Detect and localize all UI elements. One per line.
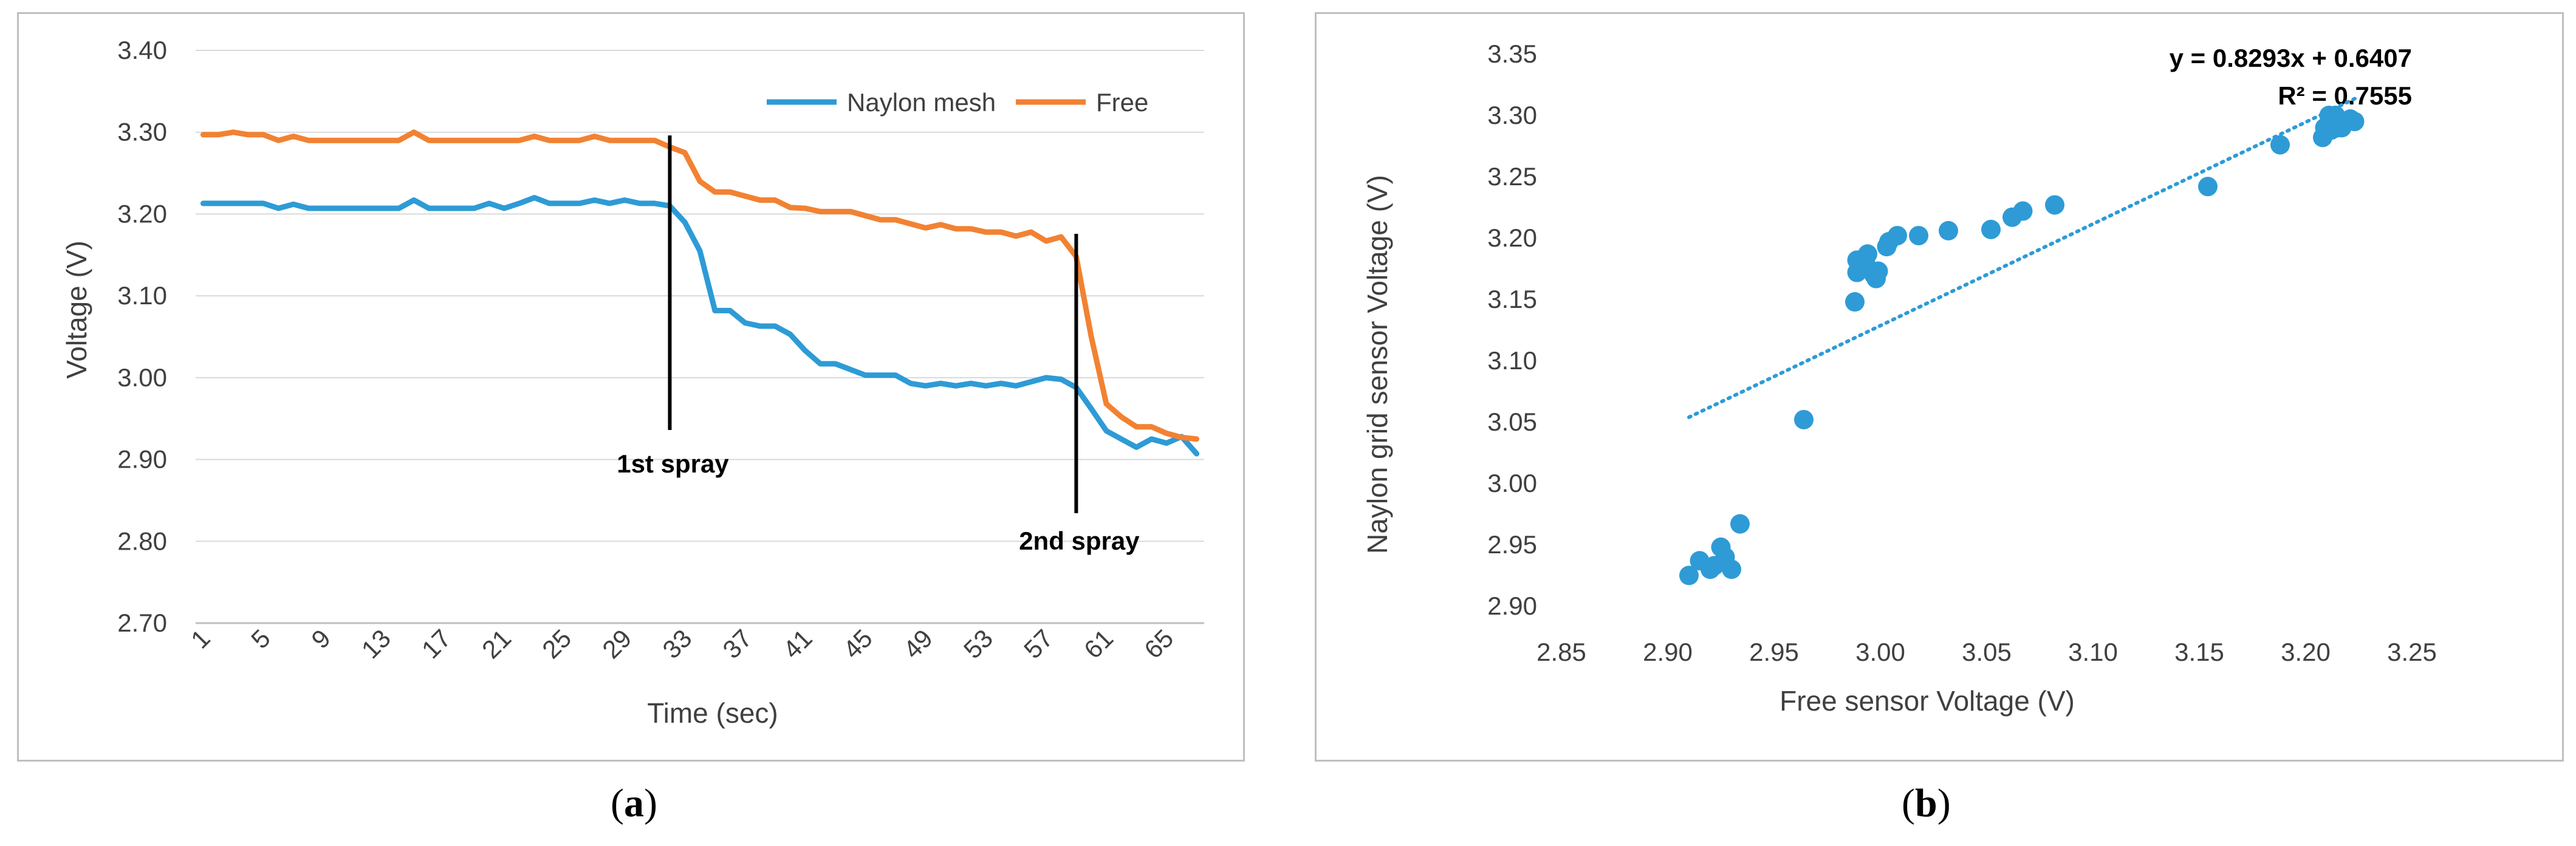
chart-a-xtick-label: 29 [597,624,637,664]
chart-b-xtick-label: 3.10 [2068,638,2118,666]
chart-a-xtick-label: 65 [1139,624,1179,664]
scatter-point [2045,195,2064,215]
chart-a-xtick-label: 1 [185,624,216,654]
scatter-point [2321,120,2341,140]
chart-b-xtick-label: 3.00 [1855,638,1905,666]
chart-b-xtick-label: 2.85 [1536,638,1586,666]
panel-label-a: (a) [611,781,657,825]
scatter-point [1679,565,1699,585]
chart-a-frame [17,12,1245,762]
chart-a-xtick-label: 21 [476,624,516,664]
chart-b-ytick-label: 3.20 [1487,223,1537,252]
chart-b-xlabel: Free sensor Voltage (V) [1780,685,2075,717]
trendline-r-squared: R² = 0.7555 [2278,81,2412,110]
chart-a-xtick-label: 25 [536,624,577,664]
scatter-point [2326,106,2345,125]
chart-b-xtick-label: 3.20 [2281,638,2331,666]
chart-b-ytick-label: 3.30 [1487,101,1537,129]
scatter-point [2198,177,2218,197]
chart-b-ytick-label: 3.05 [1487,408,1537,436]
chart-a-xtick-label: 61 [1078,624,1118,664]
spray-annotation-label: 2nd spray [1019,527,1140,555]
chart-b-xtick-label: 2.90 [1643,638,1693,666]
chart-a-ytick-label: 3.20 [117,199,167,228]
scatter-point [1845,292,1865,312]
chart-a-xtick-label: 45 [838,624,878,664]
scatter-point [1858,244,1877,264]
scatter-point [2345,112,2365,132]
trendline-equation: y = 0.8293x + 0.6407 [2170,44,2412,72]
chart-a-xtick-label: 5 [245,624,276,654]
chart-a-xtick-label: 33 [657,624,697,664]
legend-label: Free [1096,88,1148,117]
scatter-point [1888,225,1907,245]
chart-a-series-free [200,129,1200,442]
scatter-point [1939,220,1958,240]
chart-b-ytick-label: 3.35 [1487,39,1537,68]
chart-b-ytick-label: 2.95 [1487,530,1537,559]
chart-a-xtick-label: 41 [778,624,818,664]
scatter-point [2013,201,2033,221]
chart-a-xtick-label: 53 [958,624,998,664]
chart-a-xtick-label: 49 [898,624,938,664]
chart-a-xtick-label: 37 [717,624,757,664]
scatter-point [1981,219,2001,239]
chart-a-xtick-label: 9 [306,624,336,654]
chart-b-xtick-label: 3.05 [1962,638,2012,666]
chart-b-ytick-label: 2.90 [1487,592,1537,620]
chart-b-frame [1315,12,2564,762]
spray-annotation-label: 1st spray [617,449,729,478]
chart-a-series-naylon-mesh [200,195,1200,457]
chart-a-ytick-label: 2.70 [117,609,167,637]
chart-b-xtick-label: 3.15 [2174,638,2224,666]
chart-b-ytick-label: 3.25 [1487,162,1537,191]
chart-b-xtick-label: 3.25 [2387,638,2437,666]
trendline [1687,95,2361,419]
chart-a-ytick-label: 2.80 [117,527,167,555]
chart-a-ytick-label: 3.00 [117,363,167,392]
scatter-point [1866,268,1886,288]
chart-b-ytick-label: 3.00 [1487,469,1537,497]
chart-a-ytick-label: 3.10 [117,281,167,310]
chart-a-ylabel: Voltage (V) [61,240,92,379]
scatter-point [1909,225,1928,245]
chart-a-ytick-label: 3.30 [117,118,167,146]
chart-b-ylabel: Naylon grid sensor Voltage (V) [1362,175,1393,554]
legend-label: Naylon mesh [847,88,996,117]
scatter-point [1794,409,1814,429]
chart-b-ytick-label: 3.10 [1487,346,1537,375]
chart-b-xtick-label: 2.95 [1749,638,1799,666]
panel-label-b: (b) [1902,781,1951,825]
chart-a-xlabel: Time (sec) [647,697,778,729]
chart-a-xtick-label: 57 [1018,624,1058,664]
scatter-point [1722,559,1741,579]
chart-a-xtick-label: 17 [416,624,456,664]
chart-a-ytick-label: 3.40 [117,36,167,64]
scatter-point [2270,135,2290,155]
chart-a-ytick-label: 2.90 [117,445,167,474]
chart-a-xtick-label: 13 [356,624,396,664]
scatter-point [1730,514,1750,534]
chart-b-ytick-label: 3.15 [1487,285,1537,313]
